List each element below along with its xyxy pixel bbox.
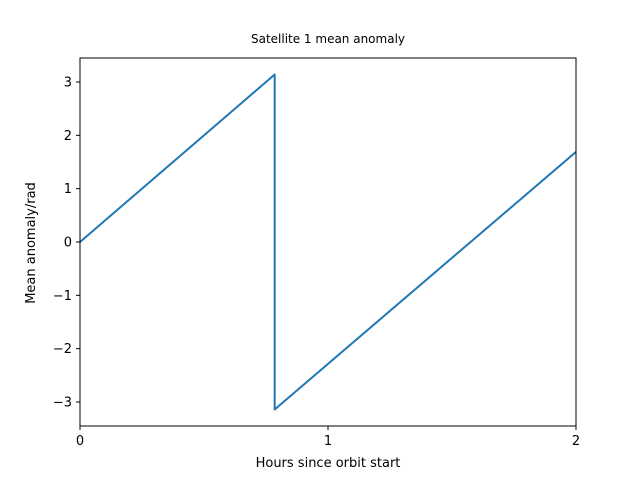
plot-layer xyxy=(79,73,577,411)
y-tick-label: 2 xyxy=(64,129,72,144)
x-tick-label: 1 xyxy=(324,434,332,449)
axes-layer: 0 1 2 3 2 1 0 −1 −2 −3 xyxy=(53,57,580,449)
chart-title: Satellite 1 mean anomaly xyxy=(251,32,405,46)
series-line-0 xyxy=(79,73,577,411)
y-tick-label: −1 xyxy=(53,289,72,304)
x-tick-label: 0 xyxy=(76,434,84,449)
y-tick-label: −3 xyxy=(53,396,72,411)
y-tick-label: 3 xyxy=(64,76,72,91)
y-tick-label: −2 xyxy=(53,342,72,357)
x-axis-label: Hours since orbit start xyxy=(256,456,401,471)
x-tick-label: 2 xyxy=(572,434,580,449)
y-axis-label: Mean anomaly/rad xyxy=(24,182,39,304)
y-tick-label: 0 xyxy=(64,236,72,251)
y-tick-label: 1 xyxy=(64,182,72,197)
